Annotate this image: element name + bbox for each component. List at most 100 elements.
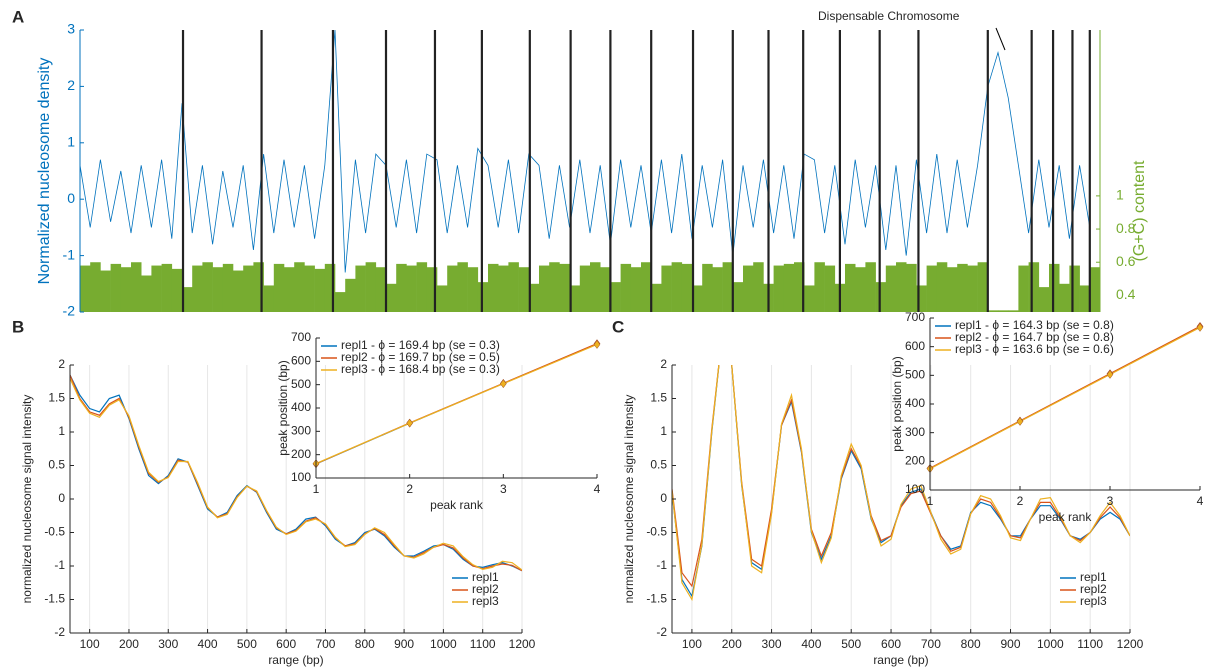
marker (1196, 323, 1204, 332)
y-tick-label: 0.5 (48, 458, 65, 472)
y-tick-label: 2 (67, 77, 75, 93)
x-label: range (bp) (268, 653, 323, 667)
series-line (316, 343, 597, 465)
y-tick-label: 200 (291, 447, 311, 461)
gc-bar (590, 262, 601, 312)
marker (1016, 417, 1024, 426)
x-label: range (bp) (873, 653, 928, 667)
gc-bar (845, 263, 856, 312)
x-tick-label: 200 (722, 637, 742, 651)
gc-bar (90, 262, 101, 312)
legend-label: repl3 - ϕ = 163.6 bp (se = 0.6) (955, 342, 1114, 356)
gc-bar (998, 310, 1009, 312)
y-tick-label: 100 (291, 470, 311, 484)
legend-label: repl1 - ϕ = 164.3 bp (se = 0.8) (955, 318, 1114, 332)
x-tick-label: 4 (1197, 494, 1204, 508)
marker (406, 418, 413, 428)
y-tick-label: 100 (905, 482, 925, 496)
series-line (672, 365, 1130, 588)
panel-label: A (12, 7, 24, 26)
gc-bar (151, 265, 162, 312)
x-tick-label: 600 (881, 637, 901, 651)
y-tick-label: 0.5 (650, 458, 667, 472)
gc-bar (773, 265, 785, 312)
gc-bar (814, 262, 825, 312)
gc-bar (253, 262, 264, 312)
gc-bar (977, 262, 989, 312)
gc-bar (192, 265, 203, 312)
chart: A -2 -1 0 1 2 3 0.4 0.6 0.8 1 (G+C) content Normaliz… (12, 7, 1148, 318)
y-tick-label: 3 (67, 21, 75, 37)
y2-tick-label: 0.6 (1116, 253, 1136, 269)
x-tick-label: 800 (961, 637, 981, 651)
series-line (70, 378, 522, 571)
y-label: Normalized nucleosome density (36, 58, 53, 285)
gc-bar (304, 265, 315, 312)
x-tick-label: 700 (921, 637, 941, 651)
gc-bar (722, 262, 734, 312)
x-tick-label: 100 (682, 637, 702, 651)
x-tick-label: 3 (1107, 494, 1114, 508)
x-label: peak rank (1039, 510, 1093, 524)
gc-bar (365, 262, 377, 312)
gc-bar (1008, 310, 1019, 312)
gc-bar (855, 267, 866, 312)
gc-bar (957, 263, 968, 312)
y-tick-label: 200 (905, 454, 925, 468)
gc-bar (967, 265, 978, 312)
gc-bar (661, 265, 672, 312)
y2-label: (G+C) content (1131, 160, 1148, 261)
y-tick-label: 500 (291, 377, 311, 391)
y-tick-label: 1.5 (650, 391, 667, 405)
legend-label: repl1 (1080, 570, 1107, 584)
y2-tick-label: 1 (1116, 187, 1124, 203)
gc-bar (171, 268, 183, 312)
gc-bar (335, 292, 346, 312)
y-tick-label: -0.5 (646, 525, 667, 539)
annotation: Dispensable Chromosome (818, 9, 960, 23)
x-tick-label: 800 (355, 637, 375, 651)
y-tick-label: 700 (291, 330, 311, 344)
gc-bar (896, 262, 907, 312)
y-tick-label: 2 (660, 357, 667, 371)
gc-bar (131, 262, 142, 312)
gc-bar (987, 310, 999, 312)
legend-label: repl3 (1080, 594, 1107, 608)
gc-bar (1059, 283, 1070, 312)
y-label: normalized nucleosome signal intensity (20, 395, 34, 604)
y2-tick-label: 0.8 (1116, 220, 1136, 236)
y-tick-label: 0 (58, 491, 65, 505)
x-tick-label: 4 (594, 482, 601, 496)
x-tick-label: 400 (801, 637, 821, 651)
y-tick-label: 600 (905, 339, 925, 353)
series-line (930, 326, 1200, 470)
y-tick-label: -1 (54, 558, 65, 572)
chart: 100 200 300 400 500 600 700 1 2 3 4 peak position (… (276, 330, 600, 512)
gc-bar (651, 283, 662, 312)
gc-bar (681, 263, 693, 312)
gc-bar (518, 267, 530, 312)
x-tick-label: 2 (1017, 494, 1024, 508)
gc-bar (263, 285, 275, 312)
gc-bar (314, 268, 326, 312)
gc-bar (936, 262, 948, 312)
gc-bar (702, 263, 713, 312)
x-tick-label: 1200 (1117, 637, 1144, 651)
x-tick-label: 400 (198, 637, 218, 651)
gc-bar (804, 285, 815, 312)
gc-bar (233, 270, 244, 312)
gc-bar (284, 267, 295, 312)
y-tick-label: 300 (905, 425, 925, 439)
y-label: normalized nucleosome signal intensity (622, 395, 636, 604)
y-tick-label: -2 (54, 625, 65, 639)
legend-label: repl3 - ϕ = 168.4 bp (se = 0.3) (341, 362, 500, 376)
gc-bar (875, 282, 887, 312)
x-tick-label: 900 (394, 637, 414, 651)
gc-bar (549, 262, 560, 312)
gc-bar (100, 270, 111, 312)
gc-bar (539, 265, 550, 312)
gc-bar (1018, 265, 1029, 312)
series-line (80, 30, 1091, 273)
